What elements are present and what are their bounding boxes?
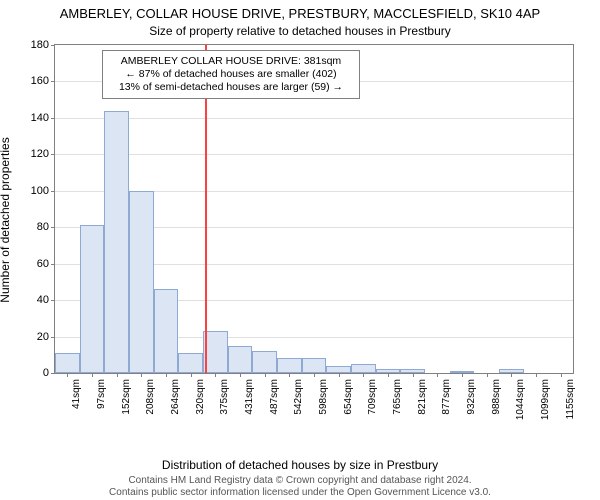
x-tick-label: 988sqm bbox=[491, 379, 502, 415]
histogram-bar bbox=[302, 358, 327, 373]
x-tick-mark bbox=[92, 373, 93, 377]
x-tick-mark bbox=[487, 373, 488, 377]
y-tick-mark bbox=[51, 45, 55, 46]
x-tick-label: 97sqm bbox=[96, 379, 107, 409]
y-tick-mark bbox=[51, 300, 55, 301]
histogram-bar bbox=[178, 353, 203, 373]
x-tick-mark bbox=[67, 373, 68, 377]
x-tick-label: 932sqm bbox=[466, 379, 477, 415]
x-tick-mark bbox=[141, 373, 142, 377]
x-tick-mark bbox=[240, 373, 241, 377]
x-axis-label: Distribution of detached houses by size … bbox=[0, 458, 600, 472]
x-tick-mark bbox=[339, 373, 340, 377]
x-tick-mark bbox=[536, 373, 537, 377]
info-box: AMBERLEY COLLAR HOUSE DRIVE: 381sqm ← 87… bbox=[102, 50, 360, 99]
y-tick-mark bbox=[51, 227, 55, 228]
x-tick-label: 598sqm bbox=[318, 379, 329, 415]
x-tick-label: 152sqm bbox=[121, 379, 132, 415]
x-tick-mark bbox=[437, 373, 438, 377]
histogram-bar bbox=[104, 111, 129, 373]
x-tick-label: 765sqm bbox=[392, 379, 403, 415]
gridline bbox=[55, 154, 573, 155]
y-tick-mark bbox=[51, 154, 55, 155]
y-tick-mark bbox=[51, 191, 55, 192]
x-tick-label: 1155sqm bbox=[565, 379, 576, 419]
histogram-bar bbox=[277, 358, 302, 373]
x-tick-mark bbox=[314, 373, 315, 377]
y-axis-label-text: Number of detached properties bbox=[0, 137, 12, 302]
histogram-bar bbox=[351, 364, 376, 373]
y-tick-label: 180 bbox=[31, 39, 49, 51]
histogram-bar bbox=[129, 191, 154, 373]
x-tick-label: 1099sqm bbox=[540, 379, 551, 420]
histogram-bar bbox=[228, 346, 253, 373]
x-tick-label: 1044sqm bbox=[515, 379, 526, 420]
x-tick-label: 431sqm bbox=[244, 379, 255, 415]
x-tick-mark bbox=[265, 373, 266, 377]
footer-line2: Contains public sector information licen… bbox=[0, 487, 600, 499]
x-tick-label: 320sqm bbox=[195, 379, 206, 415]
x-tick-mark bbox=[388, 373, 389, 377]
y-tick-mark bbox=[51, 264, 55, 265]
gridline bbox=[55, 118, 573, 119]
x-tick-mark bbox=[215, 373, 216, 377]
x-tick-label: 709sqm bbox=[367, 379, 378, 415]
y-tick-mark bbox=[51, 373, 55, 374]
x-tick-mark bbox=[413, 373, 414, 377]
x-tick-mark bbox=[289, 373, 290, 377]
y-tick-label: 40 bbox=[37, 294, 49, 306]
histogram-bar bbox=[55, 353, 80, 373]
y-tick-label: 100 bbox=[31, 185, 49, 197]
chart-root: AMBERLEY, COLLAR HOUSE DRIVE, PRESTBURY,… bbox=[0, 0, 600, 500]
y-tick-mark bbox=[51, 81, 55, 82]
x-tick-label: 264sqm bbox=[170, 379, 181, 415]
chart-title-sub: Size of property relative to detached ho… bbox=[0, 24, 600, 38]
x-tick-mark bbox=[363, 373, 364, 377]
x-tick-label: 375sqm bbox=[219, 379, 230, 415]
x-tick-mark bbox=[511, 373, 512, 377]
x-tick-label: 821sqm bbox=[417, 379, 428, 415]
footer-line1: Contains HM Land Registry data © Crown c… bbox=[0, 475, 600, 487]
x-tick-label: 877sqm bbox=[441, 379, 452, 415]
x-tick-label: 208sqm bbox=[145, 379, 156, 415]
x-tick-mark bbox=[166, 373, 167, 377]
histogram-bar bbox=[154, 289, 179, 373]
x-tick-label: 487sqm bbox=[269, 379, 280, 415]
x-tick-mark bbox=[191, 373, 192, 377]
y-tick-label: 80 bbox=[37, 221, 49, 233]
y-tick-mark bbox=[51, 118, 55, 119]
footer: Contains HM Land Registry data © Crown c… bbox=[0, 475, 600, 498]
x-tick-mark bbox=[462, 373, 463, 377]
x-tick-mark bbox=[117, 373, 118, 377]
x-tick-mark bbox=[561, 373, 562, 377]
histogram-bar bbox=[252, 351, 277, 373]
y-tick-mark bbox=[51, 337, 55, 338]
y-tick-label: 20 bbox=[37, 331, 49, 343]
y-tick-label: 0 bbox=[43, 367, 49, 379]
histogram-bar bbox=[80, 225, 105, 373]
y-tick-label: 160 bbox=[31, 75, 49, 87]
x-tick-label: 542sqm bbox=[293, 379, 304, 415]
x-tick-label: 654sqm bbox=[343, 379, 354, 415]
histogram-bar bbox=[326, 366, 351, 373]
info-box-line3: 13% of semi-detached houses are larger (… bbox=[109, 81, 353, 94]
y-tick-label: 140 bbox=[31, 112, 49, 124]
y-tick-label: 120 bbox=[31, 148, 49, 160]
y-axis-label: Number of detached properties bbox=[0, 55, 12, 220]
x-tick-label: 41sqm bbox=[71, 379, 82, 409]
info-box-line1: AMBERLEY COLLAR HOUSE DRIVE: 381sqm bbox=[109, 55, 353, 68]
chart-title-main: AMBERLEY, COLLAR HOUSE DRIVE, PRESTBURY,… bbox=[0, 6, 600, 21]
info-box-line2: ← 87% of detached houses are smaller (40… bbox=[109, 68, 353, 81]
y-tick-label: 60 bbox=[37, 258, 49, 270]
